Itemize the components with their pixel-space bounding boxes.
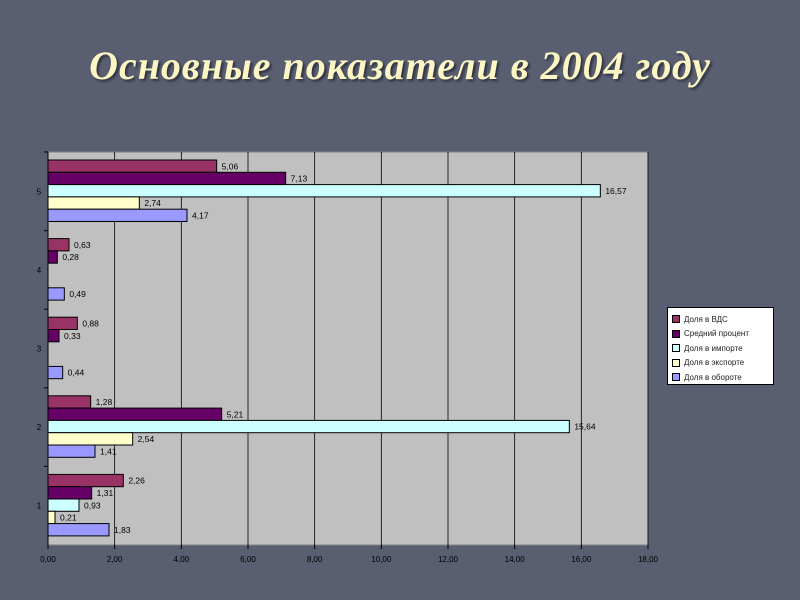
data-label: 1,31 [97, 488, 114, 498]
data-label: 2,74 [144, 198, 161, 208]
data-label: 0,21 [60, 513, 77, 523]
data-label: 1,28 [96, 397, 113, 407]
data-label: 0,33 [64, 331, 81, 341]
data-label: 0,63 [74, 240, 91, 250]
data-label: 0,49 [69, 289, 86, 299]
data-label: 16,57 [605, 186, 627, 196]
legend-label: Средний процент [684, 329, 749, 339]
category-label: 5 [37, 187, 42, 196]
data-label: 2,54 [138, 434, 155, 444]
legend-swatch [672, 373, 680, 382]
x-tick-label: 18,00 [638, 555, 659, 564]
chart-legend: Доля в ВДС Средний процент Доля в импорте Д… [667, 307, 774, 385]
x-tick-label: 14,00 [505, 555, 526, 564]
data-label: 4,17 [192, 211, 209, 221]
data-label: 2,26 [128, 476, 145, 486]
legend-item: Доля в экспорте [672, 356, 773, 371]
category-label: 2 [37, 423, 42, 432]
data-label: 5,21 [227, 409, 244, 419]
legend-swatch [672, 315, 680, 324]
bar [47, 407, 223, 421]
legend-item: Доля в импорте [672, 341, 773, 356]
bar [47, 329, 60, 343]
category-label: 3 [37, 345, 42, 354]
data-label: 1,83 [114, 525, 131, 535]
bar [47, 250, 58, 264]
legend-swatch [672, 344, 680, 353]
data-label: 0,88 [82, 319, 99, 329]
bar [47, 486, 93, 500]
bar [47, 473, 124, 488]
legend-label: Доля в обороте [684, 372, 742, 382]
category-label: 1 [37, 502, 42, 511]
category-label: 4 [37, 266, 42, 275]
bar [47, 498, 80, 512]
bar [47, 287, 65, 301]
bar [47, 171, 287, 186]
bar [47, 238, 70, 252]
data-label: 0,93 [84, 500, 101, 510]
legend-label: Доля в импорте [684, 343, 743, 353]
bar [47, 184, 601, 198]
x-tick-label: 4,00 [174, 555, 190, 564]
legend-item: Доля в обороте [672, 370, 773, 385]
x-tick-label: 10,00 [371, 555, 392, 564]
bar [47, 444, 96, 458]
bar [47, 523, 110, 537]
data-label: 1,41 [100, 446, 117, 456]
x-tick-label: 0,00 [40, 555, 56, 564]
legend-item: Доля в ВДС [672, 312, 773, 327]
legend-item: Средний процент [672, 327, 773, 342]
bar [47, 419, 570, 434]
bar [47, 510, 56, 525]
bar [47, 432, 134, 446]
bar [47, 316, 78, 331]
legend-swatch [672, 358, 680, 367]
data-label: 0,44 [68, 368, 85, 378]
bar [47, 196, 140, 210]
x-tick-label: 6,00 [240, 555, 256, 564]
legend-label: Доля в экспорте [684, 358, 745, 368]
bar [47, 208, 188, 222]
data-label: 7,13 [291, 174, 308, 184]
slide-title: Основные показатели в 2004 году [89, 43, 711, 88]
data-label: 15,64 [574, 422, 596, 432]
bar [47, 365, 64, 380]
legend-label: Доля в ВДС [684, 314, 728, 324]
bar [47, 395, 92, 409]
x-tick-label: 16,00 [571, 555, 592, 564]
x-tick-label: 12,00 [438, 555, 459, 564]
bar [47, 159, 218, 173]
legend-swatch [672, 329, 680, 338]
data-label: 5,06 [222, 161, 239, 171]
x-tick-label: 8,00 [307, 555, 323, 564]
x-tick-label: 2,00 [107, 555, 123, 564]
data-label: 0,28 [62, 252, 79, 262]
